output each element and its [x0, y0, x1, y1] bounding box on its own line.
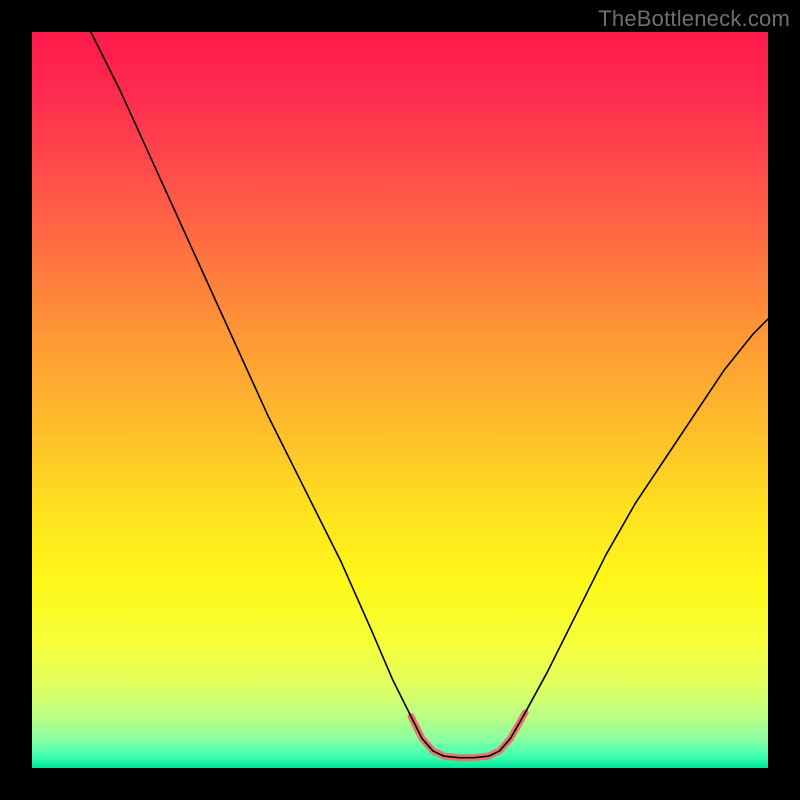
chart-frame: TheBottleneck.com [0, 0, 800, 800]
plot-area [32, 32, 768, 768]
gradient-background [32, 32, 768, 768]
bottleneck-curve-chart [32, 32, 768, 768]
watermark-text: TheBottleneck.com [598, 6, 790, 32]
